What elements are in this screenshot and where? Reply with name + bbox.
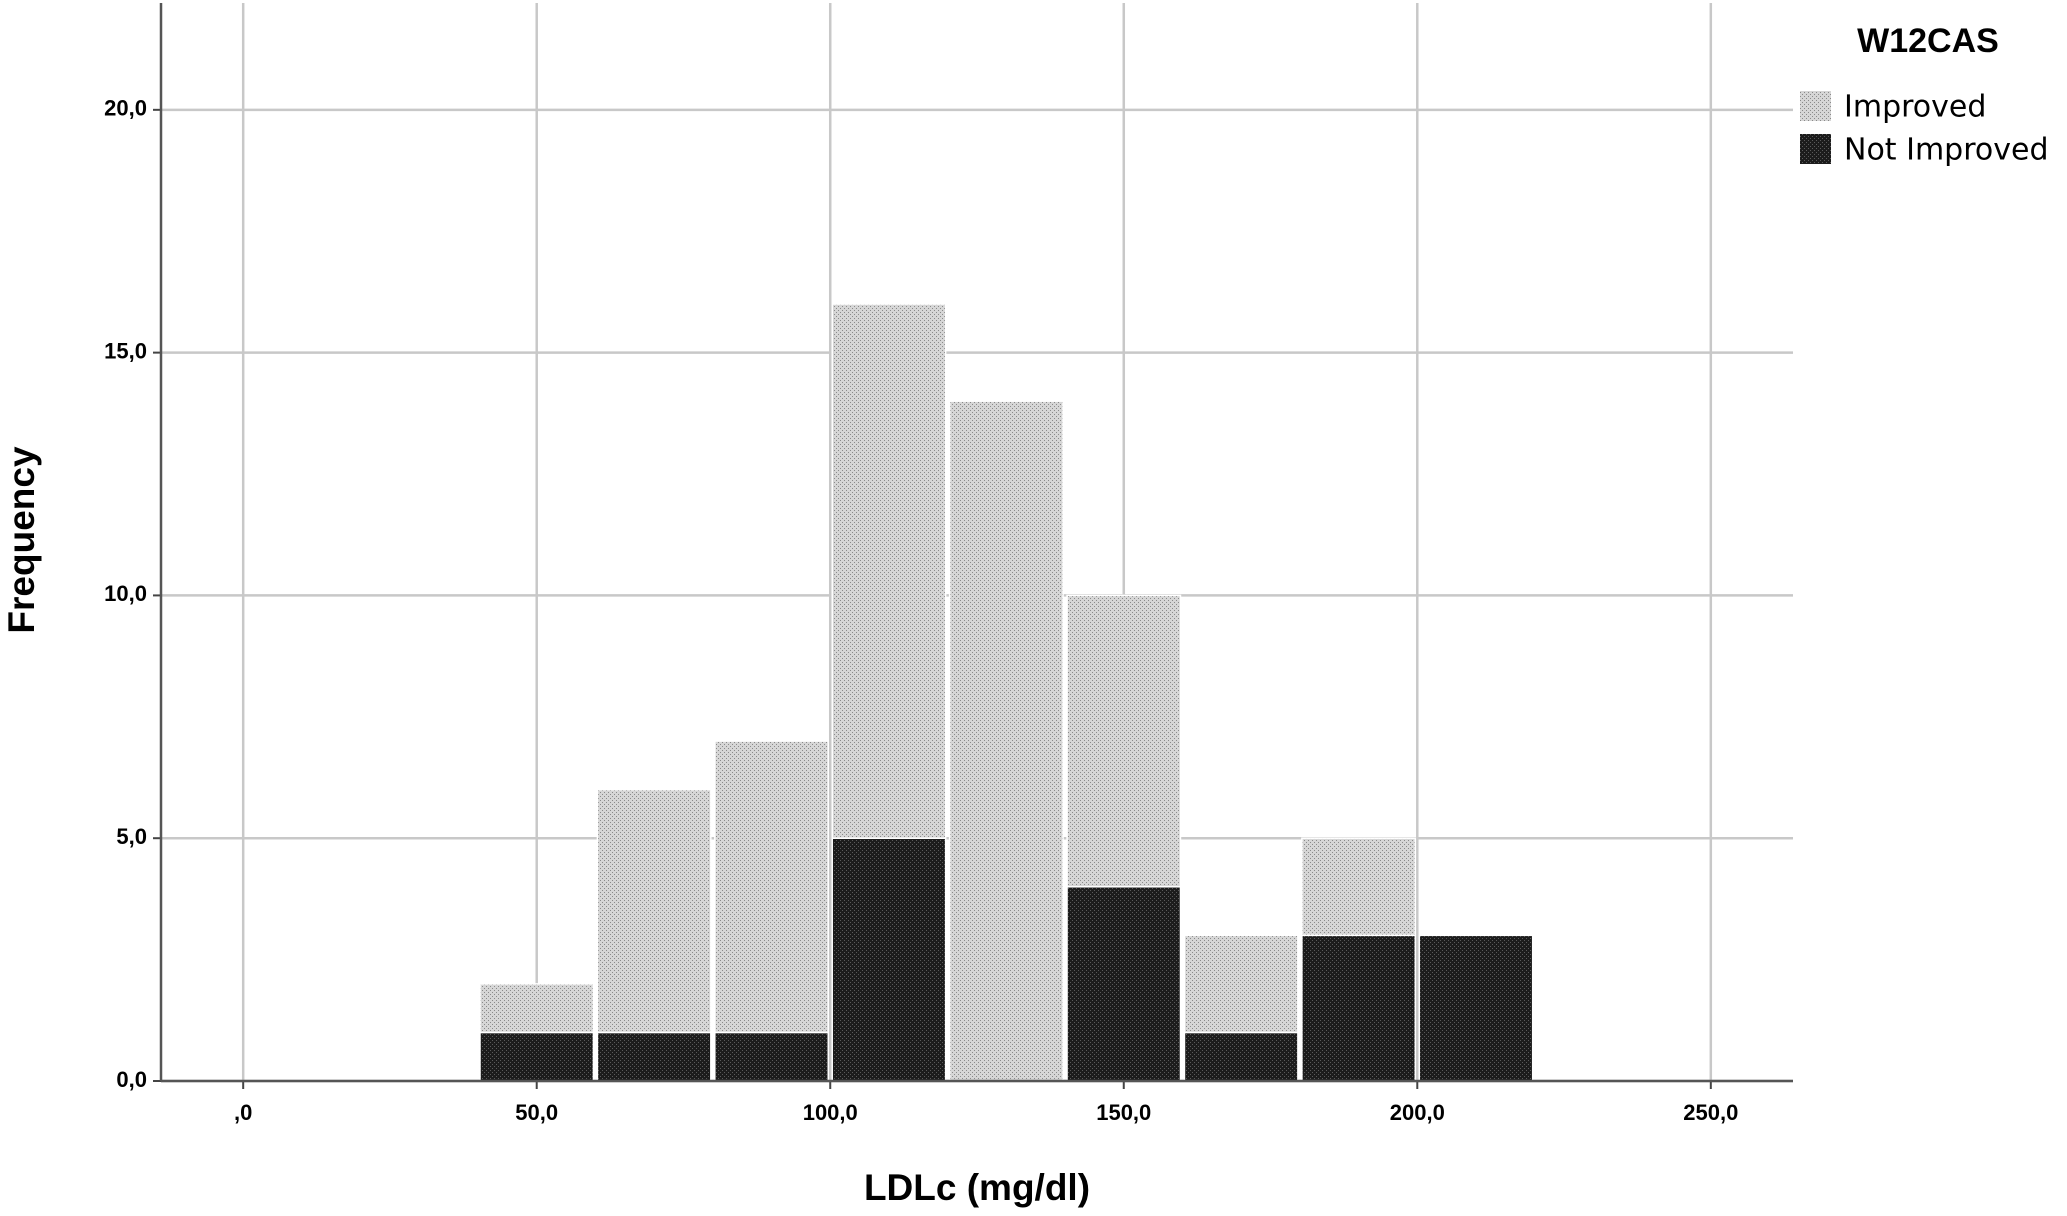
y-tick-label: 5,0 xyxy=(116,824,147,849)
x-tick-label: 50,0 xyxy=(515,1100,558,1125)
bar xyxy=(1301,934,1417,1082)
x-axis-title: LDLc (mg/dl) xyxy=(864,1167,1090,1208)
bar xyxy=(1066,594,1182,888)
x-tick-label: 150,0 xyxy=(1096,1100,1151,1125)
y-axis-title: Frequency xyxy=(1,446,42,634)
bar xyxy=(831,837,947,1082)
bar xyxy=(479,983,595,1034)
bar xyxy=(1066,886,1182,1082)
x-tick-label: 100,0 xyxy=(803,1100,858,1125)
bar xyxy=(714,740,829,1034)
legend-swatch xyxy=(1800,134,1831,164)
legend-label: Improved xyxy=(1844,90,1986,125)
y-tick-label: 0,0 xyxy=(116,1067,147,1092)
bar xyxy=(596,788,712,1034)
legend-label: Not Improved xyxy=(1844,133,2049,168)
y-tick-label: 10,0 xyxy=(104,581,147,606)
bar xyxy=(1418,934,1534,1082)
x-tick-label: 250,0 xyxy=(1683,1100,1738,1125)
bar xyxy=(831,303,947,839)
y-tick-label: 20,0 xyxy=(104,96,147,121)
bar xyxy=(479,1031,595,1082)
bar xyxy=(1183,1031,1299,1082)
bar xyxy=(948,400,1064,1082)
bar xyxy=(1183,934,1299,1034)
bar xyxy=(596,1031,712,1082)
bar xyxy=(1301,837,1417,937)
x-tick-label: ,0 xyxy=(234,1100,252,1125)
y-tick-label: 15,0 xyxy=(104,338,147,363)
bar xyxy=(714,1031,829,1082)
legend-title: W12CAS xyxy=(1857,22,1999,60)
legend-swatch xyxy=(1800,91,1831,121)
x-tick-label: 200,0 xyxy=(1390,1100,1445,1125)
